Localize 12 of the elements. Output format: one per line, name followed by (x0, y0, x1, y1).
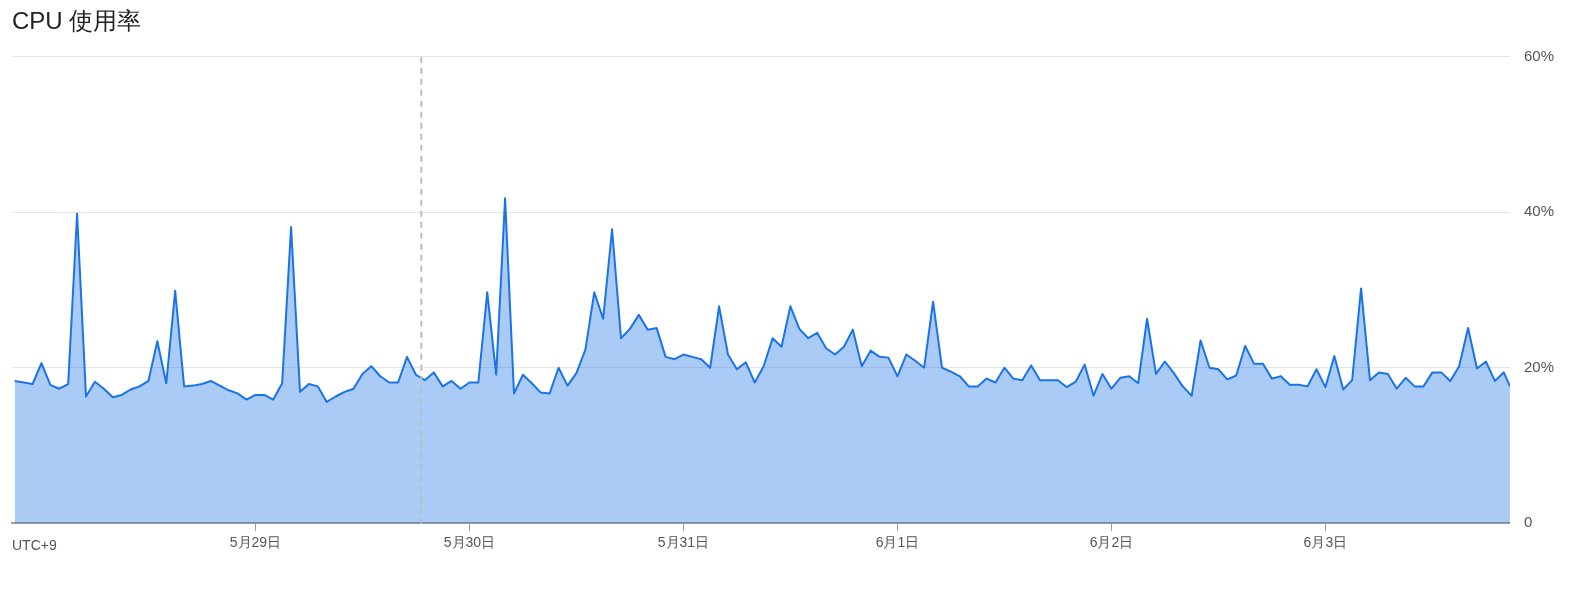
x-tick-label: 5月31日 (657, 534, 710, 551)
x-tick-label: 5月29日 (229, 534, 282, 551)
x-tick-label: 5月30日 (443, 534, 496, 551)
text: UTC+9 (12, 537, 57, 554)
x-tick-label: 6月2日 (1089, 534, 1134, 551)
y-tick-label: 40% (1523, 202, 1555, 220)
x-tick-label: 6月3日 (1303, 534, 1348, 551)
x-tick-label: 6月1日 (875, 534, 920, 551)
y-tick-label: 20% (1523, 357, 1555, 375)
y-tick-label: 0 (1523, 513, 1533, 531)
chart-title: CPU 使用率 (12, 7, 142, 35)
y-tick-label: 60% (1523, 46, 1555, 64)
